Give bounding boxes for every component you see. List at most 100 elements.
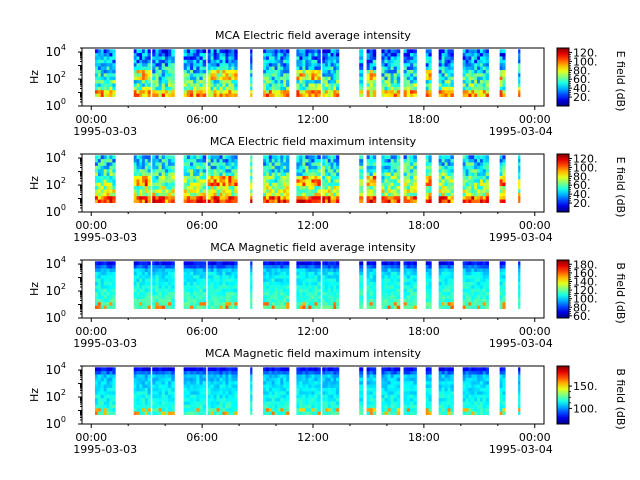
spectrogram-cell <box>171 86 175 91</box>
spectrogram-cell <box>189 380 194 385</box>
spectrogram-cell <box>384 72 388 77</box>
spectrogram-cell <box>450 62 454 67</box>
spectrogram-cell <box>296 288 300 293</box>
spectrogram-cell <box>393 52 398 57</box>
spectrogram-cell <box>474 281 478 286</box>
spectrogram-cell <box>228 185 232 190</box>
spectrogram-cell <box>168 295 172 299</box>
spectrogram-cell <box>393 86 398 91</box>
spectrogram-cell <box>322 89 326 94</box>
spectrogram-cell <box>213 69 217 74</box>
spectrogram-cell <box>155 367 159 372</box>
spectrogram-cell <box>199 278 204 282</box>
spectrogram-cell <box>109 298 113 303</box>
spectrogram-cell <box>468 178 472 183</box>
spectrogram-cell <box>112 377 116 382</box>
spectrogram-cell <box>216 175 220 180</box>
spectrogram-cell <box>369 274 374 279</box>
spectrogram-cell <box>390 49 395 54</box>
spectrogram-cell <box>186 404 191 409</box>
y-tick-exponent: 2 <box>61 70 66 79</box>
spectrogram-cell <box>219 370 223 375</box>
spectrogram-cell <box>133 69 137 74</box>
spectrogram-cell <box>168 411 172 415</box>
spectrogram-cell <box>263 271 267 276</box>
spectrogram-cell <box>299 165 303 170</box>
spectrogram-cell <box>210 305 214 309</box>
spectrogram-cell <box>499 295 503 299</box>
spectrogram-cell <box>474 49 478 54</box>
spectrogram-cell <box>381 301 385 306</box>
spectrogram-cell <box>325 86 329 91</box>
spectrogram-cell <box>413 72 417 77</box>
spectrogram-cell <box>302 407 306 412</box>
spectrogram-cell <box>410 72 414 77</box>
spectrogram-cell <box>387 59 392 64</box>
spectrogram-cell <box>482 189 487 193</box>
spectrogram-cell <box>479 178 484 183</box>
spectrogram-cell <box>396 76 401 81</box>
colorbar-tick-label: 100. <box>573 55 598 68</box>
spectrogram-cell <box>250 56 253 60</box>
spectrogram-cell <box>413 281 417 286</box>
spectrogram-cell <box>479 79 484 84</box>
colorbar-tick-label: 100. <box>573 161 598 174</box>
spectrogram-cell <box>186 185 191 190</box>
spectrogram-cell <box>112 189 116 193</box>
spectrogram-cell <box>468 89 472 94</box>
spectrogram-cell <box>158 155 163 160</box>
spectrogram-cell <box>152 268 156 272</box>
spectrogram-cell <box>103 89 107 94</box>
spectrogram-cell <box>210 264 214 269</box>
spectrogram-cell <box>147 93 151 97</box>
spectrogram-cell <box>305 367 309 372</box>
spectrogram-cell <box>330 72 334 77</box>
spectrogram-cell <box>366 301 371 306</box>
spectrogram-cell <box>210 301 214 306</box>
spectrogram-cell <box>152 49 156 54</box>
spectrogram-cell <box>265 298 270 303</box>
spectrogram-cell <box>447 298 451 303</box>
spectrogram-cell <box>336 72 340 77</box>
spectrogram-cell <box>277 384 281 388</box>
spectrogram-cell <box>112 401 116 405</box>
spectrogram-cell <box>106 178 110 183</box>
spectrogram-cell <box>403 162 408 166</box>
spectrogram-cell <box>152 394 156 399</box>
spectrogram-cell <box>164 298 169 303</box>
spectrogram-cell <box>219 195 223 200</box>
spectrogram-cell <box>219 305 223 309</box>
colorbar-tick-label: 120. <box>573 46 598 59</box>
spectrogram-cell <box>465 59 469 64</box>
spectrogram-cell <box>106 387 110 392</box>
spectrogram-cell <box>103 281 107 286</box>
spectrogram-cell <box>366 52 371 57</box>
spectrogram-cell <box>164 49 169 54</box>
spectrogram-cell <box>152 189 156 193</box>
spectrogram-cell <box>147 407 151 412</box>
spectrogram-cell <box>265 195 270 200</box>
spectrogram-cell <box>277 387 281 392</box>
spectrogram-cell <box>333 301 337 306</box>
spectrogram-cell <box>265 72 270 77</box>
spectrogram-cell <box>234 281 238 286</box>
spectrogram-cell <box>369 264 374 269</box>
spectrogram-cell <box>393 284 398 289</box>
spectrogram-cell <box>393 49 398 54</box>
spectrogram-cell <box>265 384 270 388</box>
spectrogram-cell <box>277 305 281 309</box>
spectrogram-cell <box>250 404 253 409</box>
spectrogram-cell <box>158 199 163 203</box>
spectrogram-cell <box>479 264 484 269</box>
spectrogram-cell <box>447 56 451 60</box>
spectrogram-cell <box>330 162 334 166</box>
spectrogram-cell <box>413 199 417 203</box>
spectrogram-cell <box>302 305 306 309</box>
spectrogram-cell <box>97 274 102 279</box>
spectrogram-cell <box>210 274 214 279</box>
spectrogram-cell <box>393 76 398 81</box>
spectrogram-cell <box>196 390 200 395</box>
spectrogram-cell <box>330 298 334 303</box>
spectrogram-cell <box>100 59 105 64</box>
spectrogram-cell <box>97 401 102 405</box>
